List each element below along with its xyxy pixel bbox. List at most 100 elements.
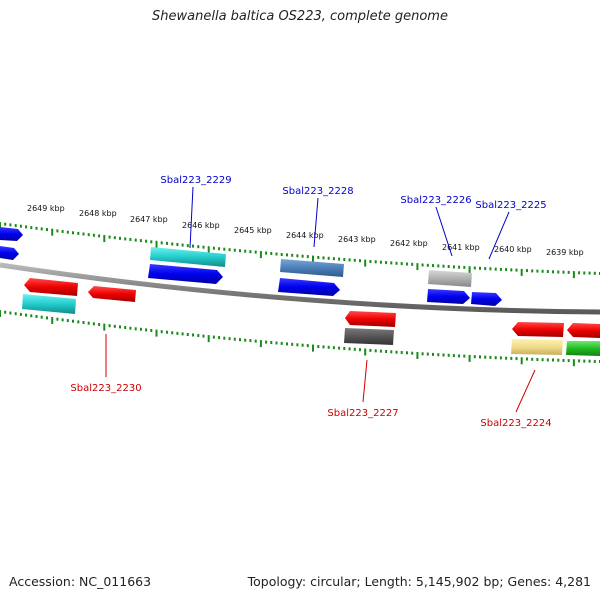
cds-arrow-sbal223-2226[interactable] <box>427 289 470 304</box>
gene-label-sbal223-2229[interactable]: Sbal223_2229 <box>160 175 231 186</box>
cds-arrow-sbal223-2230[interactable] <box>24 278 78 296</box>
minor-tick <box>25 225 28 229</box>
minor-tick <box>113 324 116 328</box>
minor-tick <box>119 325 121 329</box>
minor-tick <box>9 223 12 227</box>
minor-tick <box>546 270 549 273</box>
minor-tick <box>385 261 388 265</box>
minor-tick <box>192 333 194 337</box>
minor-tick <box>411 262 414 266</box>
feature-sbal223-2224-block[interactable] <box>511 339 563 355</box>
minor-tick <box>526 357 528 361</box>
cds-arrow-sbal223-2228[interactable] <box>278 278 340 296</box>
gene-label-sbal223-2227[interactable]: Sbal223_2227 <box>327 408 398 419</box>
minor-tick <box>458 265 461 269</box>
gene-label-sbal223-2228[interactable]: Sbal223_2228 <box>282 186 353 197</box>
outer-tick-track <box>0 222 600 279</box>
minor-tick <box>254 250 257 254</box>
minor-tick <box>338 257 341 261</box>
cds-arrow-sbal223-2225[interactable] <box>471 292 502 306</box>
minor-tick <box>395 261 398 265</box>
minor-tick <box>489 267 492 271</box>
gene-label-sbal223-2226[interactable]: Sbal223_2226 <box>400 195 471 206</box>
minor-tick <box>150 329 153 332</box>
minor-tick <box>186 244 189 248</box>
minor-tick <box>176 243 179 246</box>
minor-tick <box>541 358 544 362</box>
cds-arrow-reverse[interactable] <box>88 286 136 302</box>
genome-backbone <box>0 262 600 315</box>
minor-tick <box>212 246 215 250</box>
minor-tick <box>145 328 148 332</box>
minor-tick <box>61 230 64 233</box>
scale-label: 2640 kbp <box>494 245 532 254</box>
feature-green-block[interactable] <box>566 341 600 356</box>
feature-sbal223-2230-block[interactable] <box>22 294 76 314</box>
cds-arrow-forward[interactable] <box>0 227 23 241</box>
minor-tick <box>134 327 137 331</box>
minor-tick <box>505 356 508 360</box>
minor-tick <box>186 333 189 336</box>
minor-tick <box>395 350 398 354</box>
major-tick <box>259 251 262 259</box>
minor-tick <box>66 230 69 234</box>
minor-tick <box>166 330 168 334</box>
minor-tick <box>218 336 221 340</box>
gene-label-sbal223-2225[interactable]: Sbal223_2225 <box>475 200 546 211</box>
minor-tick <box>139 239 142 243</box>
major-tick <box>364 348 367 356</box>
feature-sbal223-2229-block[interactable] <box>150 247 226 267</box>
minor-tick <box>369 260 372 263</box>
minor-tick <box>296 343 299 347</box>
minor-tick <box>379 260 382 264</box>
scale-label: 2639 kbp <box>546 248 584 257</box>
minor-tick <box>567 270 570 274</box>
minor-tick <box>113 236 116 240</box>
scale-label: 2643 kbp <box>338 235 376 244</box>
minor-tick <box>306 255 309 259</box>
major-tick <box>103 235 106 242</box>
minor-tick <box>479 355 481 359</box>
minor-tick <box>181 332 184 336</box>
cds-arrow-sbal223-2229[interactable] <box>148 264 223 284</box>
cds-arrow-reverse[interactable] <box>567 323 600 338</box>
minor-tick <box>447 265 450 268</box>
minor-tick <box>593 359 596 363</box>
major-tick <box>468 266 471 274</box>
minor-tick <box>301 343 304 347</box>
callout-line-sbal223-2225 <box>488 211 510 260</box>
minor-tick <box>327 345 330 349</box>
major-tick <box>312 255 314 263</box>
minor-tick <box>233 248 236 252</box>
minor-tick <box>588 271 591 275</box>
minor-tick <box>192 244 194 248</box>
cds-arrow-forward[interactable] <box>0 246 19 260</box>
inner-tick-track <box>0 310 600 367</box>
minor-tick <box>249 250 252 254</box>
minor-tick <box>181 243 184 247</box>
major-tick <box>51 228 54 236</box>
minor-tick <box>19 312 22 316</box>
minor-tick <box>421 352 424 356</box>
minor-tick <box>77 320 80 324</box>
minor-tick <box>515 268 518 272</box>
minor-tick <box>291 342 294 346</box>
minor-tick <box>56 229 59 233</box>
minor-tick <box>458 354 461 358</box>
minor-tick <box>40 315 43 319</box>
minor-tick <box>593 271 596 275</box>
major-tick <box>103 323 106 331</box>
gene-label-sbal223-2230[interactable]: Sbal223_2230 <box>70 383 141 394</box>
minor-tick <box>317 256 320 259</box>
feature-sbal223-2228-block[interactable] <box>280 259 344 277</box>
cds-arrow-sbal223-2227[interactable] <box>345 311 396 327</box>
minor-tick <box>552 358 554 362</box>
callout-line-sbal223-2229 <box>189 186 194 249</box>
cds-arrow-sbal223-2224[interactable] <box>512 322 564 337</box>
feature-sbal223-2226-block[interactable] <box>428 270 472 287</box>
feature-sbal223-2227-block[interactable] <box>344 328 394 345</box>
minor-tick <box>552 270 554 274</box>
gene-label-sbal223-2224[interactable]: Sbal223_2224 <box>480 418 551 429</box>
minor-tick <box>353 258 356 262</box>
minor-tick <box>479 266 481 270</box>
